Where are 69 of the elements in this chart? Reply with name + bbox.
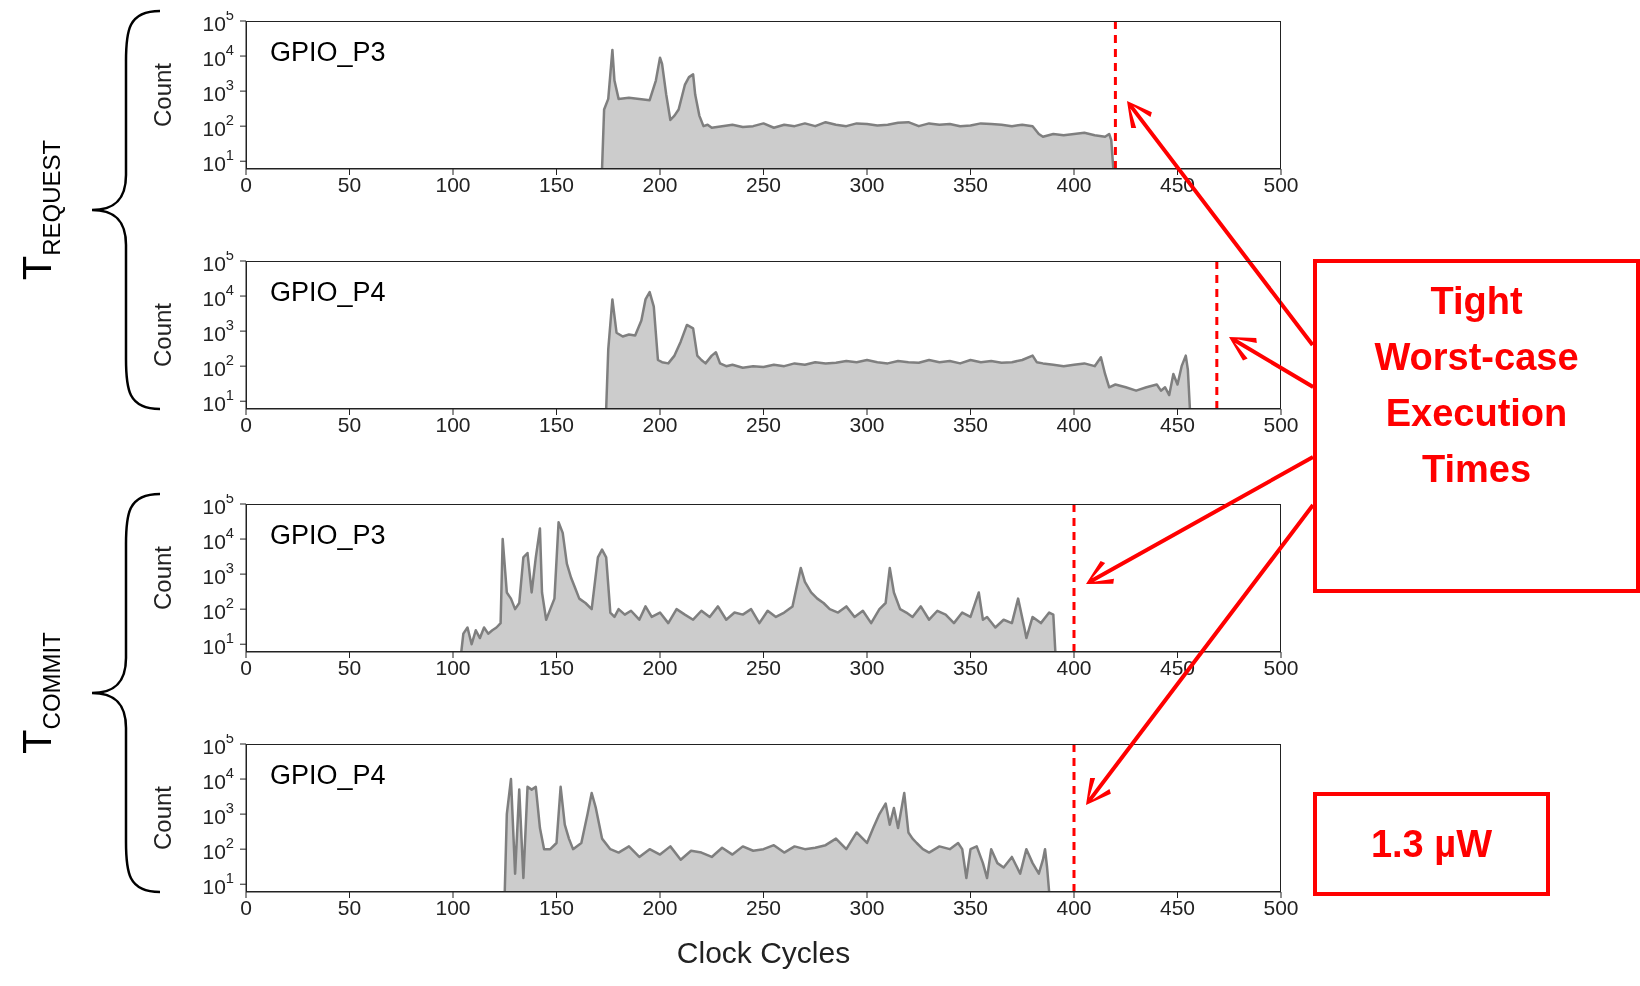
x-tick-label: 200: [642, 895, 678, 919]
x-tick-label: 500: [1263, 172, 1299, 196]
y-tick-label: 10$^{2}$: [202, 352, 234, 380]
y-tick-label: 10$^{3}$: [202, 317, 234, 345]
x-tick-label: 250: [745, 412, 782, 436]
x-tick-label: 450: [1159, 895, 1196, 919]
x-tick-label: 150: [538, 412, 575, 436]
x-tick-label: 100: [435, 895, 471, 919]
x-tick-label: 400: [1056, 895, 1092, 919]
y-axis-title: Count: [148, 545, 176, 611]
x-tick-label: 300: [849, 172, 885, 196]
x-tick-label: 50: [337, 412, 362, 436]
y-tick-label: 10$^{4}$: [202, 525, 234, 553]
x-tick-label: 350: [952, 412, 989, 436]
x-tick-label: 150: [538, 895, 575, 919]
x-tick-label: 200: [642, 655, 678, 679]
y-tick-label: 10$^{1}$: [202, 870, 234, 898]
annotation: GPIO_P4: [270, 277, 386, 308]
x-tick-label: 50: [337, 895, 362, 919]
x-tick-label: 150: [538, 172, 575, 196]
x-tick-label: 0: [240, 895, 252, 919]
y-axis-title: Count: [148, 785, 176, 851]
y-tick-label: 10$^{1}$: [202, 387, 234, 415]
x-tick-label: 300: [849, 895, 885, 919]
annotation: GPIO_P3: [270, 37, 386, 68]
y-tick-label: 10$^{3}$: [202, 800, 234, 828]
x-tick-label: 500: [1263, 895, 1299, 919]
y-axis-title: Count: [148, 302, 176, 368]
y-tick-label: 10$^{3}$: [202, 560, 234, 588]
x-tick-label: 50: [337, 655, 362, 679]
x-tick-label: 300: [849, 655, 885, 679]
y-tick-label: 10$^{4}$: [202, 42, 234, 70]
x-tick-label: 100: [435, 412, 471, 436]
y-tick-label: 10$^{2}$: [202, 112, 234, 140]
x-tick-label: 0: [240, 412, 252, 436]
x-tick-label: 50: [337, 172, 362, 196]
text: 1.3 µW: [1369, 822, 1494, 867]
x-tick-label: 300: [849, 412, 885, 436]
y-axis-title: Count: [148, 62, 176, 128]
y-tick-label: 10$^{3}$: [202, 77, 234, 105]
x-tick-label: 100: [435, 172, 471, 196]
text: Tight Worst-case Execution Times: [1373, 279, 1580, 492]
x-tick-label: 250: [745, 895, 782, 919]
x-tick-label: 200: [642, 412, 678, 436]
y-tick-label: 10$^{2}$: [202, 595, 234, 623]
y-tick-label: 10$^{4}$: [202, 282, 234, 310]
x-tick-label: 350: [952, 172, 989, 196]
x-tick-label: 500: [1263, 412, 1299, 436]
x-tick-label: 0: [240, 172, 252, 196]
x-tick-label: 500: [1263, 655, 1299, 679]
x-tick-label: 100: [435, 655, 471, 679]
x-axis-title: Clock Cycles: [676, 936, 851, 969]
x-tick-label: 400: [1056, 412, 1092, 436]
annotation: GPIO_P4: [270, 760, 386, 791]
x-tick-label: 350: [952, 895, 989, 919]
x-tick-label: 350: [952, 655, 989, 679]
x-tick-label: 200: [642, 172, 678, 196]
x-tick-label: 450: [1159, 412, 1196, 436]
y-tick-label: 10$^{4}$: [202, 765, 234, 793]
x-tick-label: 150: [538, 655, 575, 679]
x-tick-label: 400: [1056, 172, 1092, 196]
x-tick-label: 250: [745, 655, 782, 679]
y-tick-label: 10$^{2}$: [202, 835, 234, 863]
y-tick-label: 10$^{1}$: [202, 147, 234, 175]
x-tick-label: 250: [745, 172, 782, 196]
x-tick-label: 0: [240, 655, 252, 679]
annotation: GPIO_P3: [270, 520, 386, 551]
y-tick-label: 10$^{1}$: [202, 630, 234, 658]
x-tick-label: 400: [1056, 655, 1092, 679]
